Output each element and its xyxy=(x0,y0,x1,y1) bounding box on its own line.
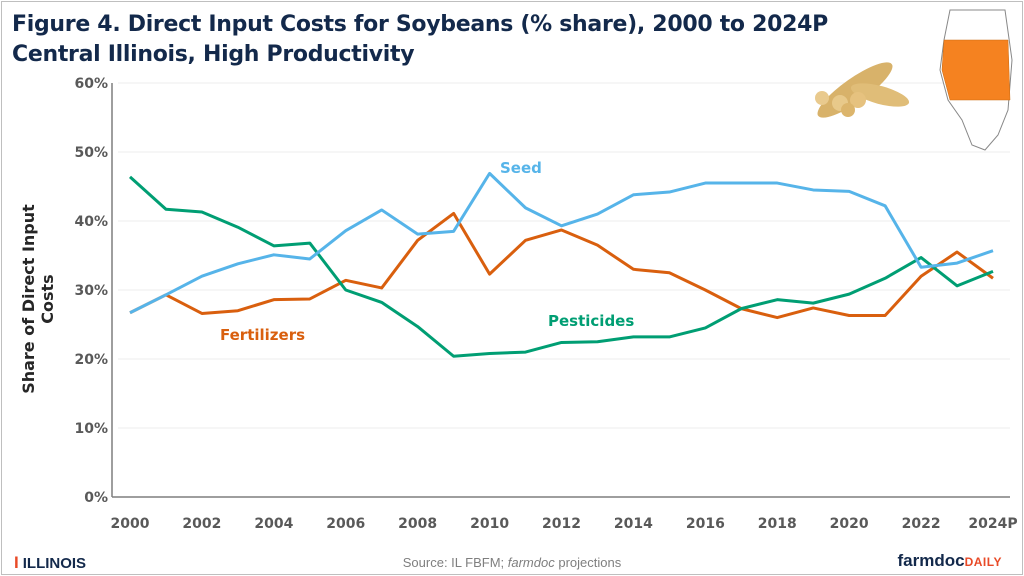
x-tick-label: 2022 xyxy=(902,516,941,532)
x-tick-label: 2002 xyxy=(182,516,221,532)
x-tick-label: 2012 xyxy=(542,516,581,532)
x-tick-label: 2020 xyxy=(830,516,869,532)
x-tick-label: 2008 xyxy=(398,516,437,532)
series-line-pesticides xyxy=(128,175,994,358)
x-tick-label: 2024P xyxy=(968,516,1017,532)
y-tick-label: 10% xyxy=(74,421,108,437)
y-tick-label: 50% xyxy=(74,145,108,161)
series-label-seed: Seed xyxy=(500,159,542,177)
chart-subtitle: Central Illinois, High Productivity xyxy=(12,42,415,67)
x-tick-label: 2016 xyxy=(686,516,725,532)
illinois-map xyxy=(939,9,1013,151)
x-tick-label: 2006 xyxy=(326,516,365,532)
y-tick-label: 60% xyxy=(74,76,108,92)
y-tick-label: 20% xyxy=(74,352,108,368)
x-tick-label: 2018 xyxy=(758,516,797,532)
y-tick-label: 0% xyxy=(84,490,108,506)
series-line-seed xyxy=(129,171,994,315)
x-tick-label: 2010 xyxy=(470,516,509,532)
x-tick-label: 2004 xyxy=(254,516,293,532)
soybean-image xyxy=(815,62,910,118)
source-note: Source: IL FBFM; farmdoc projections xyxy=(402,555,622,570)
chart-title: Figure 4. Direct Input Costs for Soybean… xyxy=(12,12,828,37)
series-label-fertilizers: Fertilizers xyxy=(220,326,305,344)
illinois-logo: I ILLINOIS xyxy=(14,553,87,572)
x-tick-label: 2014 xyxy=(614,516,653,532)
y-tick-label: 40% xyxy=(74,214,108,230)
series-line-fertilizers xyxy=(129,211,994,320)
farmdoc-daily-logo: farmdocDAILY xyxy=(897,551,1002,570)
x-tick-label: 2000 xyxy=(111,516,150,532)
y-tick-label: 30% xyxy=(74,283,108,299)
series-label-pesticides: Pesticides xyxy=(548,312,634,330)
